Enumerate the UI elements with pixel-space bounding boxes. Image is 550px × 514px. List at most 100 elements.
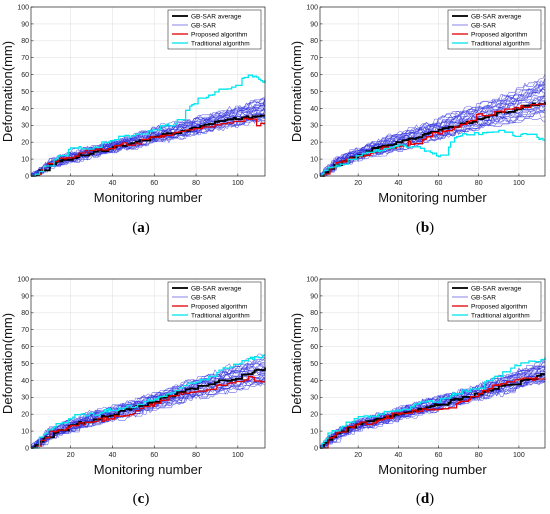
proposed-line [320,376,546,449]
ytick-label: 100 [306,276,318,283]
x-axis-label: Monitoring number [378,462,487,477]
xtick-label: 40 [394,180,402,187]
legend: GB-SAR average GB-SAR Proposed algorithm Tr… [167,281,262,322]
y-axis-label: Deformation(mm) [0,313,15,414]
legend-entry: GB-SAR average [471,285,522,292]
legend-entry: Traditional algorithm [191,40,250,47]
ytick-label: 90 [21,293,29,300]
ytick-label: 70 [310,327,318,334]
ytick-label: 10 [310,429,318,436]
legend-entry: GB-SAR average [191,285,242,292]
ytick-label: 90 [310,293,318,300]
legend-entry: GB-SAR average [191,13,242,20]
gbsar-series-line [31,375,266,447]
xtick-label: 100 [513,180,525,187]
ytick-label: 20 [310,412,318,419]
ytick-label: 40 [21,378,29,385]
gbsar-series-line [320,74,546,177]
ytick-label: 80 [310,38,318,45]
xtick-label: 80 [475,452,483,459]
chart-panel-a: 0 10 20 30 40 50 60 70 80 90 100 20 40 60 80 100 Monitor… [0,4,266,236]
ytick-label: 60 [310,344,318,351]
legend-entry: GB-SAR [471,294,496,301]
legend-entry: Proposed algorithm [471,31,527,38]
ytick-label: 70 [21,327,29,334]
gbsar-series-line [31,99,266,176]
ytick-label: 90 [21,21,29,28]
legend-entry: Traditional algorithm [191,312,250,319]
gbsar-series-line [319,81,545,177]
ytick-label: 30 [21,395,29,402]
legend-entry: GB-SAR average [471,13,522,20]
xtick-label: 40 [109,180,117,187]
ytick-label: 30 [310,395,318,402]
panel-label: (a) [132,220,150,236]
ytick-label: 20 [310,140,318,147]
xtick-label: 20 [354,452,362,459]
xtick-label: 40 [109,452,117,459]
gbsar-series-line [31,363,266,449]
legend-entry: GB-SAR [471,22,496,29]
ytick-label: 50 [310,361,318,368]
ytick-label: 40 [310,106,318,113]
ytick-label: 40 [21,106,29,113]
panel-label: (b) [416,220,434,236]
legend-entry: Proposed algorithm [191,31,247,38]
y-axis-label: Deformation(mm) [289,41,304,142]
xtick-label: 60 [150,452,158,459]
ytick-label: 0 [314,173,318,180]
ytick-label: 50 [21,361,29,368]
xtick-label: 80 [192,180,200,187]
xtick-label: 100 [513,452,525,459]
x-axis-label: Monitoring number [94,190,203,205]
gbsar-series-line [320,359,546,448]
xtick-label: 20 [67,180,75,187]
ytick-label: 90 [310,21,318,28]
legend: GB-SAR average GB-SAR Proposed algorithm Tr… [447,9,542,50]
ytick-label: 20 [21,140,29,147]
y-axis-label: Deformation(mm) [0,41,15,142]
y-axis-label: Deformation(mm) [289,313,304,414]
ytick-label: 0 [314,445,318,452]
xtick-label: 60 [435,180,443,187]
ytick-label: 50 [21,89,29,96]
legend: GB-SAR average GB-SAR Proposed algorithm Tr… [167,9,262,50]
ytick-label: 100 [17,4,29,11]
ytick-label: 80 [21,38,29,45]
xtick-label: 100 [232,180,244,187]
legend-entry: GB-SAR [191,294,216,301]
ytick-label: 40 [310,378,318,385]
gbsar-series-line [31,355,265,447]
x-axis-label: Monitoring number [378,190,487,205]
ytick-label: 10 [21,157,29,164]
ytick-label: 10 [21,429,29,436]
gbsar-series-line [31,119,265,177]
ytick-label: 30 [310,123,318,130]
legend-entry: Proposed algorithm [191,303,247,310]
panel-label: (d) [416,491,434,507]
ytick-label: 30 [21,123,29,130]
xtick-label: 60 [435,452,443,459]
ytick-label: 70 [21,55,29,62]
gbsar-series-line [320,375,546,449]
gbsar-series-line [319,77,546,177]
x-axis-label: Monitoring number [94,462,203,477]
gbsar-series-line [319,366,545,449]
chart-panel-b: 0 10 20 30 40 50 60 70 80 90 100 20 40 60 80 100 Monitor… [289,4,546,236]
ytick-label: 100 [306,4,318,11]
ytick-label: 0 [25,173,29,180]
legend-entry: GB-SAR [191,22,216,29]
xtick-label: 80 [475,180,483,187]
xtick-label: 60 [150,180,158,187]
ytick-label: 60 [310,72,318,79]
proposed-line [31,375,265,449]
ytick-label: 60 [21,72,29,79]
xtick-label: 80 [192,452,200,459]
ytick-label: 20 [21,412,29,419]
legend-entry: Traditional algorithm [471,40,530,47]
chart-panel-d: 0 10 20 30 40 50 60 70 80 90 100 20 40 60 80 100 Monitor… [289,276,546,507]
xtick-label: 100 [232,452,244,459]
xtick-label: 20 [354,180,362,187]
chart-panel-c: 0 10 20 30 40 50 60 70 80 90 100 20 40 60 80 100 Monitor… [0,276,266,507]
